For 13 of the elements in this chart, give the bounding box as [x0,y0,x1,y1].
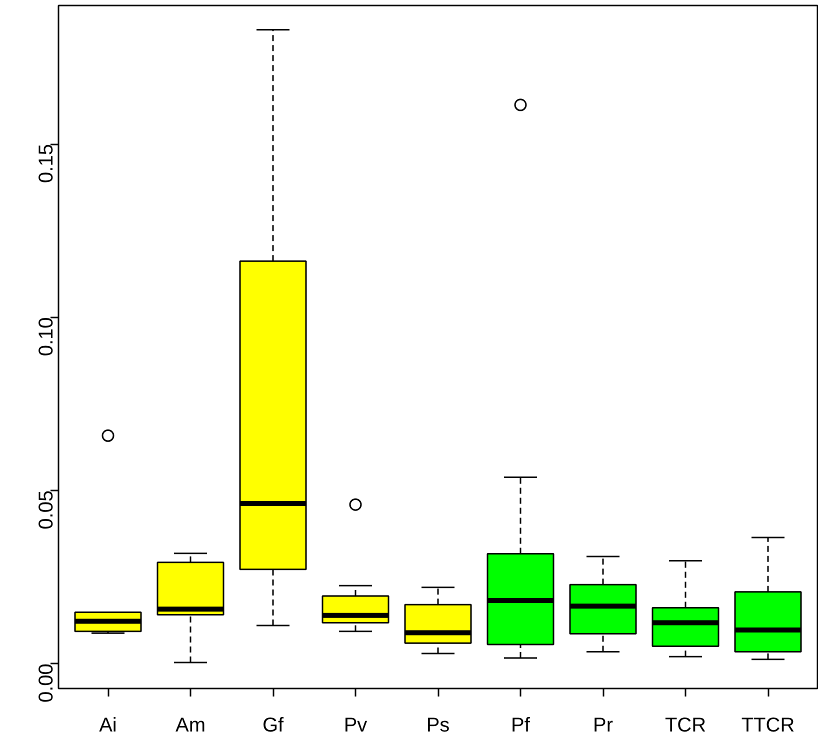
x-tick-label: Am [176,714,206,736]
y-tick-label: 0.10 [36,317,58,356]
y-tick-label: 0.15 [36,144,58,183]
x-tick-label: Pf [511,714,530,736]
x-tick-label: TCR [664,714,706,736]
x-tick-label: Ps [426,714,450,736]
x-tick-label: Pr [593,714,614,736]
y-tick-label: 0.05 [36,490,58,530]
x-tick-label: TTCR [741,714,795,736]
x-tick-label: Gf [262,714,284,736]
y-tick-label: 0.00 [36,664,58,702]
x-tick-label: Pv [344,714,368,736]
x-tick-label: Ai [99,714,117,736]
